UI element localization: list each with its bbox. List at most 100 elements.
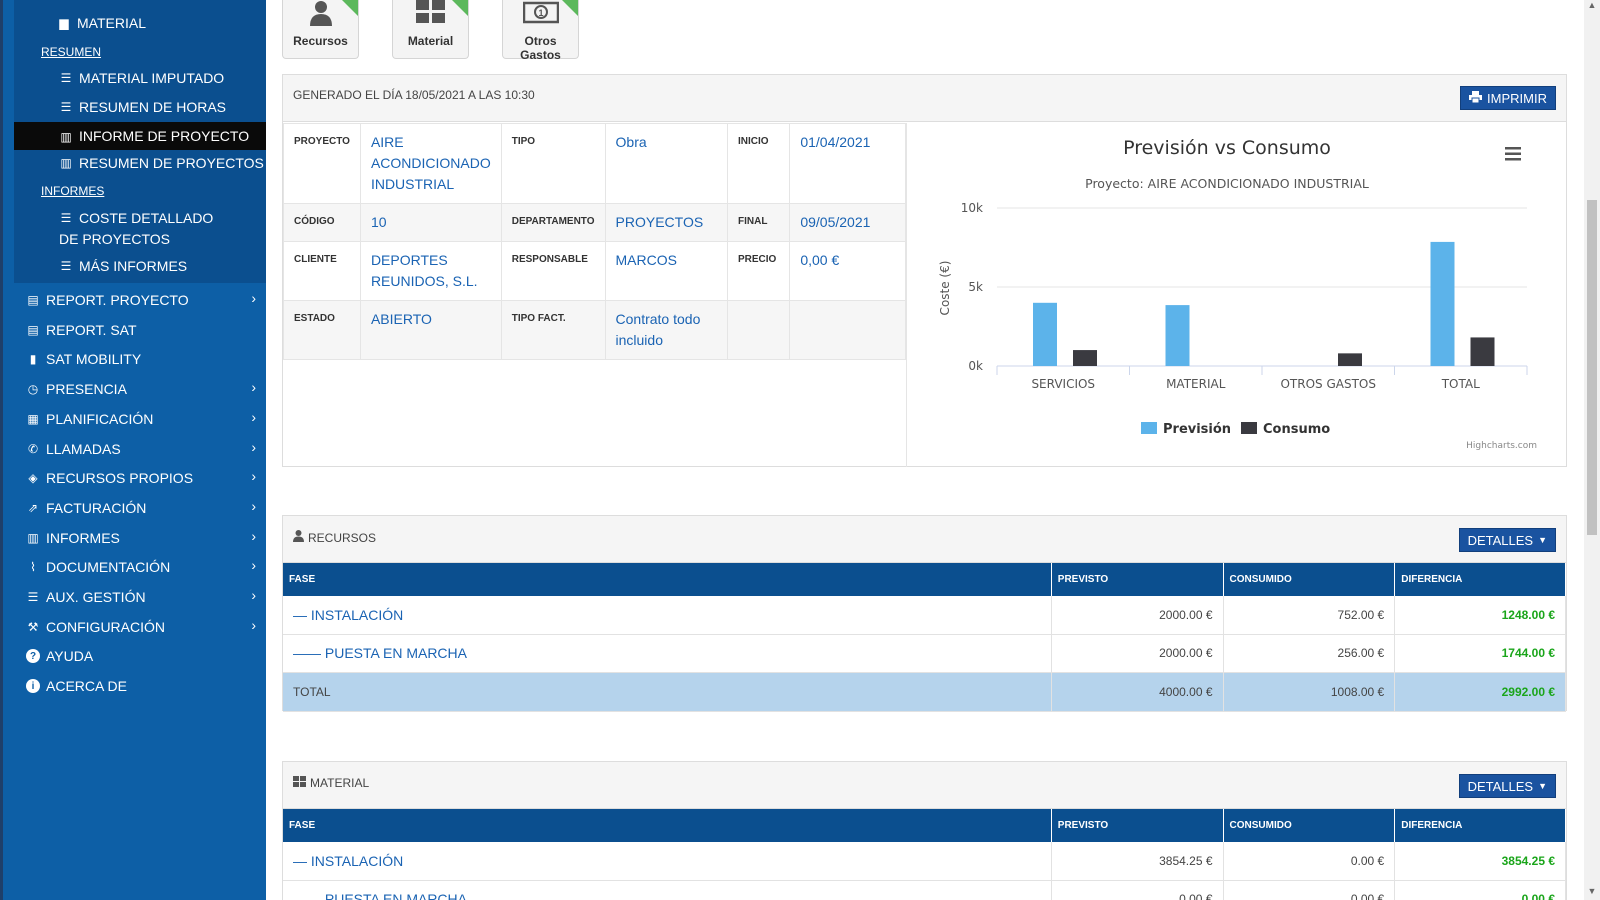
chart-credits[interactable]: Highcharts.com bbox=[1466, 441, 1537, 451]
prevision-consumo-chart: Previsión vs Consumo Proyecto: AIRE ACON… bbox=[938, 137, 1537, 451]
sidebar-item-12[interactable]: ? AYUDA bbox=[26, 648, 262, 664]
total-previsto: 4000.00 € bbox=[1051, 672, 1224, 712]
column-header[interactable]: DIFERENCIA bbox=[1394, 809, 1566, 842]
sidebar-item-0[interactable]: ▤ REPORT. PROYECTO › bbox=[27, 290, 256, 308]
legend-swatch bbox=[1241, 422, 1257, 434]
sidebar-heading-resumen[interactable]: RESUMEN bbox=[41, 45, 102, 59]
cell-fase[interactable]: —— PUESTA EN MARCHA bbox=[283, 634, 1052, 673]
bar-consumo-0[interactable] bbox=[1073, 350, 1097, 366]
legend-item[interactable]: Consumo bbox=[1263, 422, 1330, 437]
tile-otros-gastos[interactable]: 1 Otros Gastos bbox=[502, 0, 579, 62]
total-row: TOTAL 4000.00 €1008.00 €2992.00 € bbox=[283, 672, 1566, 712]
cell-fase[interactable]: — INSTALACIÓN bbox=[283, 842, 1052, 881]
bar-previsión-1[interactable] bbox=[1165, 305, 1190, 366]
tile-flag bbox=[562, 0, 578, 16]
total-diferencia: 2992.00 € bbox=[1394, 672, 1566, 712]
sidebar-item-8[interactable]: ▥ INFORMES › bbox=[27, 527, 256, 546]
page-scrollbar[interactable]: ▲ ▼ bbox=[1584, 0, 1600, 900]
cell-fase[interactable]: — INSTALACIÓN bbox=[283, 596, 1052, 635]
tile-material[interactable]: Material bbox=[392, 0, 469, 59]
caret-down-icon: ▼ bbox=[1538, 781, 1547, 791]
cell-previsto: 2000.00 € bbox=[1051, 596, 1224, 635]
calendar-icon: ▦ bbox=[27, 411, 39, 426]
info-label: CÓDIGO bbox=[283, 203, 361, 242]
cell-diferencia: 3854.25 € bbox=[1394, 842, 1566, 881]
bar-previsión-0[interactable] bbox=[1033, 302, 1057, 366]
chevron-right-icon: › bbox=[251, 290, 256, 306]
sidebar-item-5[interactable]: ✆ LLAMADAS › bbox=[27, 438, 256, 457]
cell-previsto: 2000.00 € bbox=[1051, 634, 1224, 673]
scroll-down-icon[interactable]: ▼ bbox=[1587, 886, 1597, 896]
sidebar-heading-informes[interactable]: INFORMES bbox=[41, 184, 105, 198]
sidebar-item-material-imputado[interactable]: ☰ MATERIAL IMPUTADO bbox=[60, 70, 225, 86]
scrollbar-thumb[interactable] bbox=[1587, 200, 1597, 535]
scroll-up-icon[interactable]: ▲ bbox=[1587, 0, 1597, 10]
grid-icon bbox=[293, 776, 306, 790]
chevron-right-icon: › bbox=[251, 468, 256, 485]
column-header[interactable]: CONSUMIDO bbox=[1223, 809, 1396, 842]
share-icon: ⇗ bbox=[27, 500, 39, 515]
y-tick-label: 5k bbox=[968, 280, 983, 294]
document-icon: ▤ bbox=[27, 322, 39, 337]
chart-subtitle: Proyecto: AIRE ACONDICIONADO INDUSTRIAL bbox=[1085, 176, 1369, 191]
tile-recursos[interactable]: Recursos bbox=[282, 0, 359, 59]
print-button[interactable]: IMPRIMIR bbox=[1460, 86, 1556, 110]
sidebar-item-6[interactable]: ◈ RECURSOS PROPIOS › bbox=[26, 468, 262, 486]
sidebar-edge bbox=[0, 0, 3, 900]
sidebar-item-resumen-horas[interactable]: ☰ RESUMEN DE HORAS bbox=[60, 99, 227, 115]
chart-menu-icon[interactable] bbox=[1505, 147, 1521, 161]
column-header[interactable]: FASE bbox=[283, 563, 1052, 596]
bar-chart-icon: ▥ bbox=[60, 156, 72, 170]
cell-diferencia: 0.00 € bbox=[1394, 880, 1566, 900]
chart-divider bbox=[906, 123, 907, 467]
cell-consumido: 0.00 € bbox=[1223, 880, 1396, 900]
tile-flag bbox=[452, 0, 468, 16]
info-value: AIRE ACONDICIONADO INDUSTRIAL bbox=[359, 123, 502, 204]
bar-consumo-2[interactable] bbox=[1338, 353, 1362, 366]
box-icon: ▆ bbox=[59, 16, 69, 30]
chart-legend: Previsión Consumo bbox=[1141, 422, 1330, 437]
sidebar-item-mas-informes[interactable]: ☰ MÁS INFORMES bbox=[60, 258, 188, 274]
sidebar-item-11[interactable]: ⚒ CONFIGURACIÓN › bbox=[27, 616, 256, 635]
sidebar-item-informe-proyecto[interactable]: ▥ INFORME DE PROYECTO bbox=[14, 122, 266, 150]
sidebar-item-resumen-proyectos[interactable]: ▥ RESUMEN DE PROYECTOS bbox=[60, 155, 264, 171]
chart-title: Previsión vs Consumo bbox=[1123, 137, 1331, 159]
list-icon: ☰ bbox=[27, 590, 39, 604]
recursos-details-button[interactable]: DETALLES ▼ bbox=[1458, 528, 1556, 552]
info-label: RESPONSABLE bbox=[500, 241, 606, 301]
sidebar-item-4[interactable]: ▦ PLANIFICACIÓN › bbox=[27, 408, 256, 427]
bar-previsión-3[interactable] bbox=[1430, 241, 1455, 366]
column-header[interactable]: FASE bbox=[283, 809, 1052, 842]
column-header[interactable]: PREVISTO bbox=[1051, 563, 1224, 596]
cell-fase[interactable]: —— PUESTA EN MARCHA bbox=[283, 880, 1052, 900]
x-tick-label: SERVICIOS bbox=[1031, 377, 1095, 391]
material-details-button[interactable]: DETALLES ▼ bbox=[1458, 774, 1556, 798]
sidebar-item-coste-detallado[interactable]: ☰ COSTE DETALLADO DE PROYECTOS bbox=[59, 210, 214, 247]
list-icon: ☰ bbox=[60, 71, 72, 85]
sidebar-item-10[interactable]: ☰ AUX. GESTIÓN › bbox=[27, 587, 256, 605]
column-header[interactable]: DIFERENCIA bbox=[1394, 563, 1566, 596]
column-header[interactable]: PREVISTO bbox=[1051, 809, 1224, 842]
sidebar-item-1[interactable]: ▤ REPORT. SAT bbox=[27, 321, 137, 338]
info-label: ESTADO bbox=[283, 300, 361, 360]
column-header[interactable]: CONSUMIDO bbox=[1223, 563, 1396, 596]
chevron-right-icon: › bbox=[251, 527, 256, 544]
sidebar-item-2[interactable]: ▮ SAT MOBILITY bbox=[26, 351, 262, 367]
info-label: TIPO bbox=[500, 123, 606, 204]
sidebar-item-9[interactable]: ⌇ DOCUMENTACIÓN › bbox=[26, 557, 262, 575]
recursos-table: FASE PREVISTO CONSUMIDO DIFERENCIA — INSTAL… bbox=[283, 563, 1566, 712]
sidebar-item-3[interactable]: ◷ PRESENCIA › bbox=[27, 379, 256, 398]
x-tick-label: TOTAL bbox=[1441, 377, 1480, 391]
bar-consumo-3[interactable] bbox=[1470, 337, 1495, 366]
sidebar-item-material[interactable]: ▆ MATERIAL bbox=[57, 15, 146, 31]
legend-item[interactable]: Previsión bbox=[1163, 422, 1231, 437]
money-icon: 1 bbox=[503, 0, 578, 34]
sidebar-item-7[interactable]: ⇗ FACTURACIÓN › bbox=[27, 497, 256, 516]
clock-icon: ◷ bbox=[27, 382, 39, 397]
material-title: MATERIAL bbox=[293, 776, 369, 790]
chart-bars bbox=[1033, 241, 1495, 366]
user-icon bbox=[293, 530, 304, 545]
sidebar-item-13[interactable]: i ACERCA DE bbox=[26, 678, 262, 694]
list-icon: ☰ bbox=[60, 259, 72, 273]
paperclip-icon: ⌇ bbox=[30, 560, 36, 575]
